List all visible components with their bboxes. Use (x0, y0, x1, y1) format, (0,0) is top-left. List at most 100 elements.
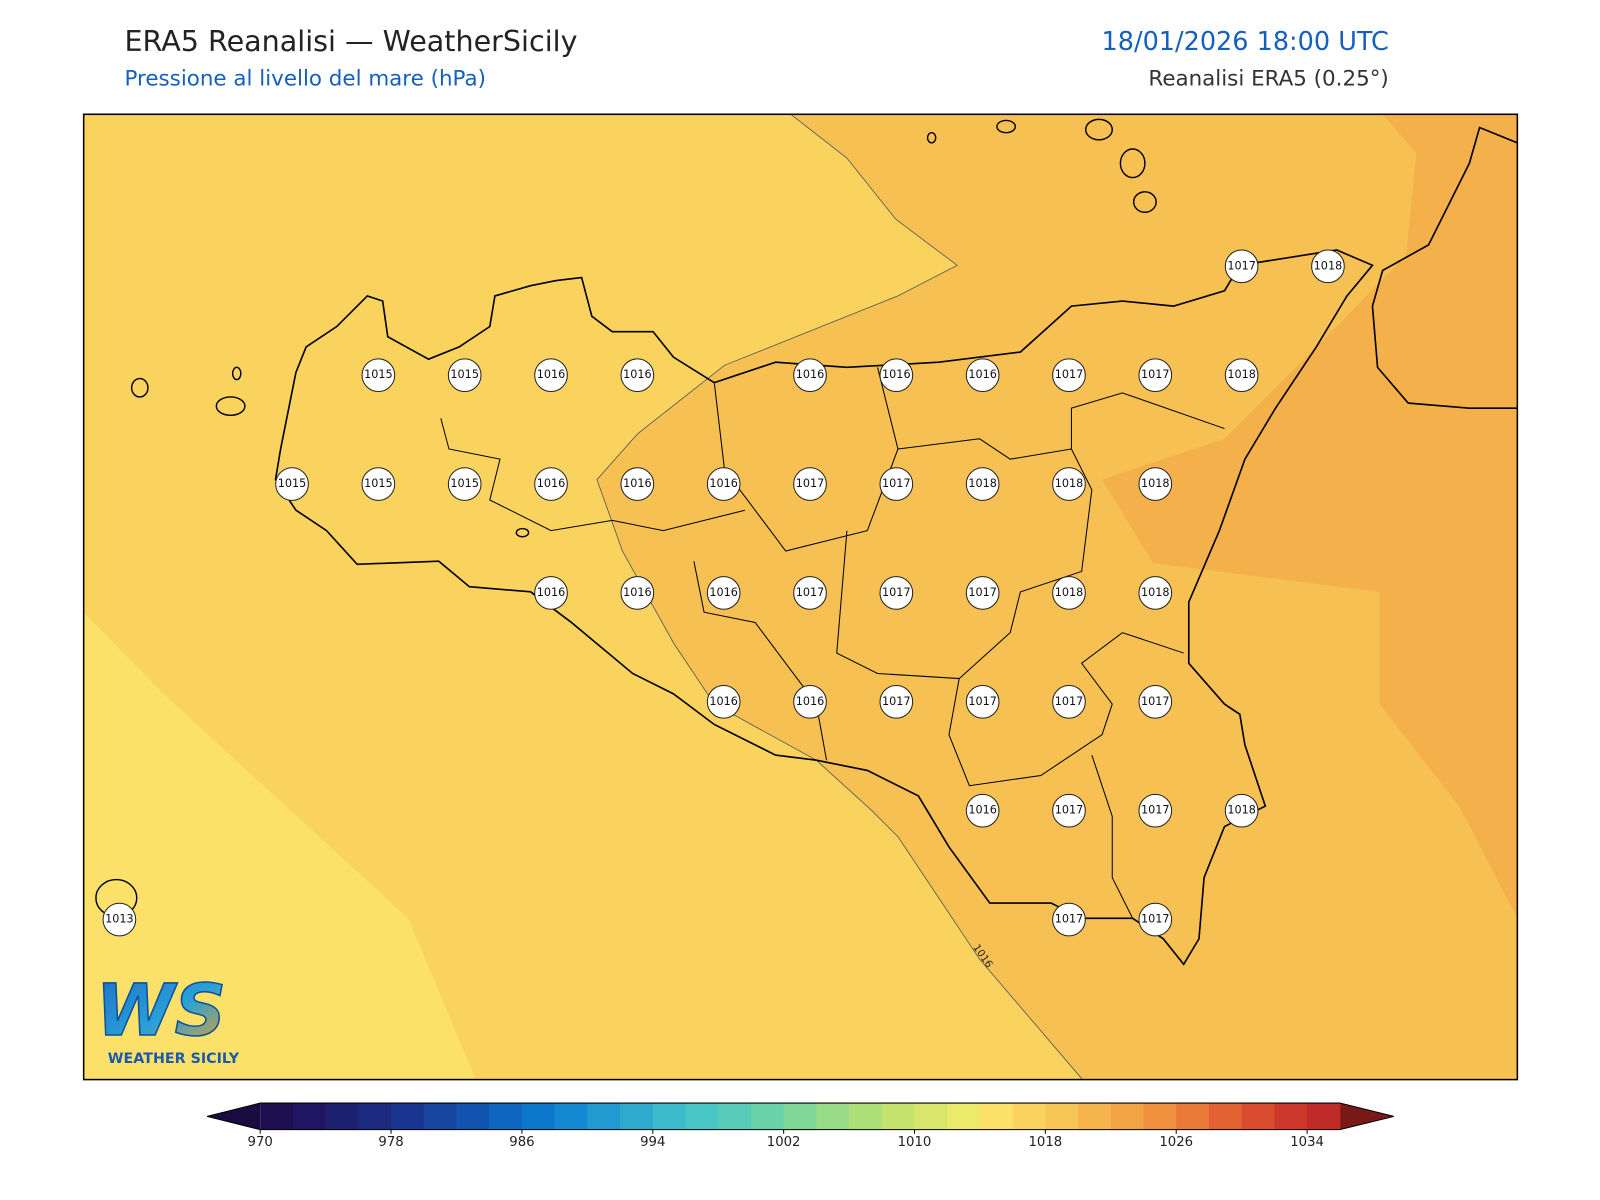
colorbar-box (914, 1103, 948, 1130)
colorbar-box (1045, 1103, 1079, 1130)
station-marker (1138, 576, 1173, 610)
title: ERA5 Reanalisi — WeatherSicily (124, 24, 577, 58)
station-value: 1016 (968, 804, 997, 817)
station-value: 1016 (623, 477, 652, 490)
station-value: 1018 (1227, 368, 1256, 381)
source: Reanalisi ERA5 (0.25°) (1148, 67, 1388, 92)
colorbar-box (391, 1103, 425, 1130)
station-marker (1138, 467, 1173, 501)
station-marker (793, 684, 827, 719)
station-marker (879, 684, 914, 719)
station-marker (706, 684, 741, 719)
station-marker (1311, 249, 1345, 284)
station-marker (1138, 684, 1173, 719)
field-low (83, 612, 476, 1079)
station-value: 1016 (796, 368, 825, 381)
colorbar-box (1143, 1103, 1177, 1130)
datetime: 18/01/2026 18:00 UTC (1102, 27, 1389, 57)
colorbar-box (292, 1103, 327, 1130)
station-value: 1017 (968, 586, 997, 599)
station-value: 1016 (537, 368, 566, 381)
map-frame (82, 113, 1519, 1081)
station-marker (1224, 249, 1259, 284)
colorbar-tick-label: 1034 (1290, 1135, 1324, 1150)
colorbar-box (979, 1103, 1014, 1130)
station-value: 1016 (709, 695, 738, 708)
colorbar-under (207, 1103, 261, 1130)
station-value: 1018 (1141, 477, 1170, 490)
colorbar-box (1110, 1103, 1145, 1130)
station-value: 1017 (1141, 804, 1170, 817)
colorbar-tick-label: 986 (509, 1135, 534, 1150)
station-marker (879, 358, 914, 393)
colorbar-box (620, 1103, 654, 1130)
station-value: 1015 (364, 368, 393, 381)
station-value: 1016 (537, 477, 566, 490)
station-marker (793, 576, 827, 610)
station-value: 1017 (1055, 804, 1084, 817)
station-value: 1017 (1055, 368, 1084, 381)
station-value: 1016 (537, 586, 566, 599)
colorbar-box (260, 1103, 294, 1130)
colorbar-tick-label: 978 (378, 1135, 403, 1150)
station-value: 1013 (105, 913, 134, 926)
station-marker (275, 467, 309, 501)
station-value: 1015 (450, 477, 479, 490)
calabria-coast (1371, 126, 1518, 409)
station-value: 1017 (796, 586, 825, 599)
colorbar-box (325, 1103, 359, 1130)
station-value: 1017 (1055, 695, 1084, 708)
station-marker (793, 358, 827, 393)
station-marker (965, 793, 1000, 828)
colorbar-box (423, 1103, 458, 1130)
sicily-coast (274, 249, 1374, 966)
station-marker (1052, 467, 1086, 501)
colorbar-box (783, 1103, 817, 1130)
station-value: 1017 (1055, 913, 1084, 926)
station-value: 1016 (968, 368, 997, 381)
colorbar-tick-label: 1010 (898, 1135, 932, 1150)
station-marker (1052, 684, 1086, 719)
station-value: 1018 (968, 477, 997, 490)
station-value: 1016 (709, 477, 738, 490)
colorbar-box (1078, 1103, 1112, 1130)
station-marker (361, 467, 396, 501)
station-marker (534, 467, 568, 501)
station-marker (534, 576, 568, 610)
colorbar-box (1307, 1103, 1341, 1130)
colorbar-box (816, 1103, 850, 1130)
station-marker (1138, 902, 1173, 937)
colorbar-over (1339, 1103, 1394, 1130)
station-marker (620, 467, 655, 501)
station-marker (1138, 358, 1173, 393)
station-marker (1052, 902, 1086, 937)
station-value: 1016 (623, 586, 652, 599)
colorbar-box (750, 1103, 785, 1130)
station-value: 1016 (882, 368, 911, 381)
colorbar-box (849, 1103, 883, 1130)
station-value: 1018 (1055, 586, 1084, 599)
station-value: 1015 (364, 477, 393, 490)
station-value: 1017 (1141, 368, 1170, 381)
colorbar-box (554, 1103, 588, 1130)
logo-name: WEATHER SICILY (108, 1051, 240, 1067)
map-area: 1016 1017 1018 1015 1015 1016 1016 1016 1016 101… (83, 114, 1518, 1080)
colorbar-box (881, 1103, 916, 1130)
colorbar-box (652, 1103, 687, 1130)
station-value: 1017 (1227, 259, 1256, 272)
field-high (1102, 114, 1518, 919)
colorbar-box (489, 1103, 523, 1130)
station-value: 1016 (796, 695, 825, 708)
station-marker (620, 358, 655, 393)
station-value: 1018 (1314, 259, 1343, 272)
colorbar-box (358, 1103, 392, 1130)
station-marker (1224, 793, 1259, 828)
colorbar-tick-label: 970 (248, 1135, 273, 1150)
colorbar-tick-label: 1026 (1159, 1135, 1193, 1150)
colorbar-box (456, 1103, 490, 1130)
station-value: 1015 (278, 477, 307, 490)
station-value: 1016 (623, 368, 652, 381)
colorbar-box (685, 1103, 719, 1130)
station-value: 1017 (882, 477, 911, 490)
